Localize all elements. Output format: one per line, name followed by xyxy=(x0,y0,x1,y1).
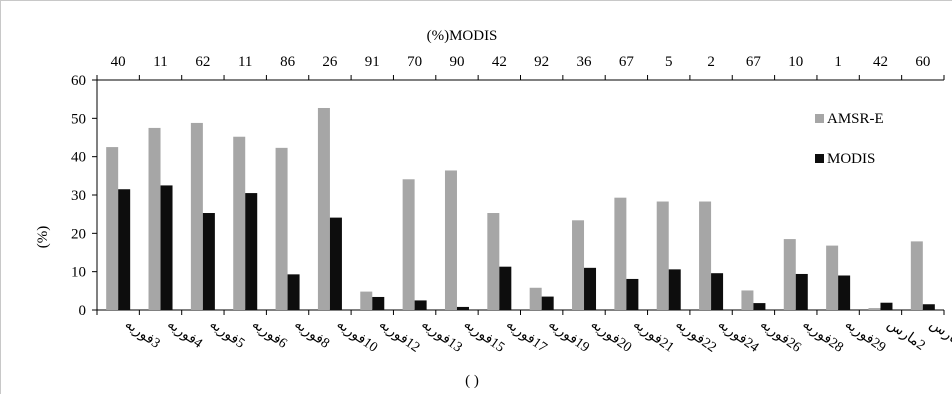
x-category-label: 19فوريه xyxy=(545,317,591,356)
bar-modis xyxy=(795,273,808,310)
top-value-label: 11 xyxy=(238,54,252,70)
bar-amsr-e xyxy=(233,136,246,310)
x-category-label: 28فوريه xyxy=(799,317,845,356)
legend-swatch xyxy=(815,154,824,163)
bar-amsr-e xyxy=(656,201,669,310)
x-axis-title: ( ) xyxy=(465,373,479,389)
top-value-label: 67 xyxy=(619,54,635,70)
top-value-label: 26 xyxy=(322,54,338,70)
top-value-label: 40 xyxy=(111,54,126,70)
top-value-label: 1 xyxy=(834,54,842,70)
x-category-label: 17فوريه xyxy=(503,317,549,356)
top-value-label: 42 xyxy=(873,54,888,70)
bar-amsr-e xyxy=(910,241,923,310)
top-value-label: 91 xyxy=(365,54,380,70)
bar-amsr-e xyxy=(529,287,542,310)
bar-modis xyxy=(880,302,893,310)
x-category-label: 4مارس xyxy=(927,317,952,354)
bar-modis xyxy=(372,296,385,310)
x-category-label: 24فوريه xyxy=(715,317,761,356)
top-value-label: 60 xyxy=(915,54,930,70)
bar-modis xyxy=(838,275,851,310)
top-value-label: 67 xyxy=(746,54,762,70)
bar-modis xyxy=(118,189,131,310)
top-value-label: 90 xyxy=(449,54,464,70)
y-tick-label: 10 xyxy=(71,265,86,281)
top-value-label: 70 xyxy=(407,54,422,70)
y-tick-label: 40 xyxy=(71,150,86,166)
x-category-label: 15فوريه xyxy=(461,317,507,356)
bar-modis xyxy=(711,273,724,310)
plot-area: 0 10 20 30 40 50 60 (%) (%)MODIS 40 11 62 11 86 26 91 70… xyxy=(35,28,952,389)
bar-amsr-e xyxy=(106,147,119,310)
bar-modis xyxy=(541,296,554,310)
top-value-label: 11 xyxy=(153,54,167,70)
bar-modis xyxy=(753,303,766,310)
y-tick-label: 50 xyxy=(71,111,86,127)
bar-amsr-e xyxy=(360,291,373,310)
bar-amsr-e xyxy=(275,147,288,310)
bar-modis xyxy=(202,213,215,310)
legend-label: AMSR-E xyxy=(827,111,884,127)
bar-amsr-e xyxy=(444,170,457,310)
x-category-label: 13فوريه xyxy=(418,317,464,356)
x-category-label: 8فوريه xyxy=(291,317,332,352)
bar-modis xyxy=(499,266,512,310)
bar-modis xyxy=(414,300,427,310)
bar-modis xyxy=(584,267,597,310)
x-category-label: 26فوريه xyxy=(757,317,803,356)
bar-modis xyxy=(329,217,342,310)
top-value-label: 5 xyxy=(665,54,673,70)
top-value-label: 92 xyxy=(534,54,549,70)
x-category-label: 4فوريه xyxy=(164,317,205,352)
bar-amsr-e xyxy=(317,107,330,310)
bar-amsr-e xyxy=(487,213,500,310)
bar-amsr-e xyxy=(783,239,796,310)
x-category-label: 12فوريه xyxy=(376,317,422,356)
y-tick-label: 0 xyxy=(79,303,87,319)
bar-modis xyxy=(287,274,300,310)
bar-modis xyxy=(922,304,935,310)
x-category-label: 22فوريه xyxy=(672,317,718,356)
y-tick-label: 60 xyxy=(71,73,86,89)
top-value-label: 2 xyxy=(707,54,715,70)
y-tick-label: 30 xyxy=(71,188,86,204)
bar-amsr-e xyxy=(190,122,203,310)
x-category-label: 20فوريه xyxy=(588,317,634,356)
bar-amsr-e xyxy=(868,308,881,310)
legend-label: MODIS xyxy=(827,151,875,167)
x-category-label: 6فوريه xyxy=(249,317,290,352)
top-value-label: 42 xyxy=(492,54,507,70)
x-category-label: 10فوريه xyxy=(334,317,380,356)
legend-swatch xyxy=(815,114,824,123)
bar-modis xyxy=(626,278,639,310)
x-category-label: 29فوريه xyxy=(842,317,888,356)
bar-amsr-e xyxy=(699,201,712,310)
bar-amsr-e xyxy=(402,179,415,310)
top-value-label: 62 xyxy=(195,54,210,70)
bar-amsr-e xyxy=(826,245,839,310)
bar-modis xyxy=(160,185,173,310)
x-category-label: 3فوريه xyxy=(122,317,163,352)
x-category-label: 21فوريه xyxy=(630,317,676,356)
x-category-label: 5فوريه xyxy=(207,317,248,352)
top-value-label: 86 xyxy=(280,54,296,70)
top-value-label: 36 xyxy=(577,54,593,70)
y-axis-title: (%) xyxy=(35,226,51,249)
bar-amsr-e xyxy=(572,220,585,310)
bar-amsr-e xyxy=(614,197,627,310)
bar-modis xyxy=(245,193,258,310)
bar-modis xyxy=(456,306,469,310)
bar-modis xyxy=(668,269,681,310)
top-value-label: 10 xyxy=(788,54,803,70)
bar-amsr-e xyxy=(148,127,161,311)
x-category-label: 2مارس xyxy=(884,317,928,354)
top-axis-title: (%)MODIS xyxy=(427,28,498,44)
bar-amsr-e xyxy=(741,290,754,310)
y-tick-label: 20 xyxy=(71,226,86,242)
